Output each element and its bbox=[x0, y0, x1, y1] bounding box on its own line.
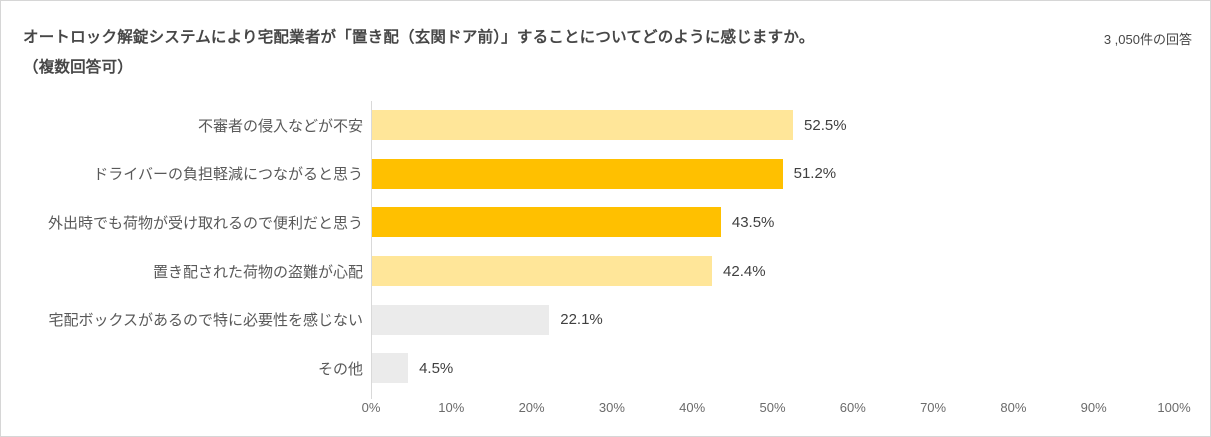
value-label: 52.5% bbox=[804, 116, 847, 134]
bar-track: 22.1% bbox=[371, 295, 1174, 344]
category-label: 宅配ボックスがあるので特に必要性を感じない bbox=[48, 312, 363, 330]
chart-subtitle: （複数回答可） bbox=[23, 59, 133, 76]
x-axis-tick-label: 30% bbox=[598, 399, 625, 415]
bar-row: 外出時でも荷物が受け取れるので便利だと思う 43.5% bbox=[21, 198, 1174, 247]
bar bbox=[372, 256, 713, 287]
value-label: 22.1% bbox=[560, 311, 603, 329]
bar bbox=[372, 158, 783, 189]
bar-row: ドライバーの負担軽減につながると思う 51.2% bbox=[21, 149, 1174, 199]
bar-track: 4.5% bbox=[371, 343, 1174, 393]
chart-header: オートロック解錠システムにより宅配業者が「置き配（玄関ドア前）」することについて… bbox=[23, 23, 1000, 83]
bar-track: 51.2% bbox=[371, 149, 1174, 199]
bar bbox=[372, 207, 721, 238]
x-axis-tick-label: 60% bbox=[839, 399, 866, 415]
x-axis-tick-label: 80% bbox=[1000, 399, 1027, 415]
category-label: ドライバーの負担軽減につながると思う bbox=[93, 166, 363, 184]
x-axis-tick-label: 20% bbox=[518, 399, 545, 415]
x-axis-tick-label: 40% bbox=[679, 399, 706, 415]
bar-track: 52.5% bbox=[371, 101, 1174, 150]
bar bbox=[372, 110, 794, 141]
value-label: 4.5% bbox=[419, 359, 454, 377]
value-label: 42.4% bbox=[723, 262, 766, 280]
response-count: 3 ,050件の回答 bbox=[1103, 32, 1192, 47]
chart-title: オートロック解錠システムにより宅配業者が「置き配（玄関ドア前）」することについて… bbox=[23, 29, 815, 46]
value-label: 43.5% bbox=[731, 213, 775, 231]
bar bbox=[372, 353, 409, 384]
category-label: 置き配された荷物の盗難が心配 bbox=[152, 263, 363, 281]
category-label: 外出時でも荷物が受け取れるので便利だと思う bbox=[47, 214, 363, 232]
x-axis-tick-label: 0% bbox=[361, 399, 381, 415]
bar-row: その他 4.5% bbox=[21, 343, 1174, 393]
bar-track: 43.5% bbox=[371, 198, 1174, 247]
bar-chart-plot: 不審者の侵入などが不安 52.5% ドライバーの負担軽減につながると思う 51.… bbox=[21, 101, 1191, 419]
bar-row: 宅配ボックスがあるので特に必要性を感じない 22.1% bbox=[21, 295, 1174, 344]
x-axis-tick-label: 10% bbox=[438, 399, 465, 415]
x-axis-tick-label: 70% bbox=[920, 399, 947, 415]
bar-rows: 不審者の侵入などが不安 52.5% ドライバーの負担軽減につながると思う 51.… bbox=[21, 101, 1174, 393]
bar-row: 不審者の侵入などが不安 52.5% bbox=[21, 101, 1174, 150]
category-label: 不審者の侵入などが不安 bbox=[197, 117, 363, 135]
bar-track: 42.4% bbox=[371, 246, 1174, 296]
category-label: その他 bbox=[317, 360, 363, 378]
x-axis-zero-tick bbox=[371, 392, 372, 399]
bar bbox=[372, 304, 550, 335]
x-axis-tick-label: 90% bbox=[1080, 399, 1107, 415]
value-label: 51.2% bbox=[793, 165, 837, 183]
x-axis-tick-label: 100% bbox=[1157, 399, 1191, 415]
bar-row: 置き配された荷物の盗難が心配 42.4% bbox=[21, 246, 1174, 296]
x-axis-tick-label: 50% bbox=[759, 399, 786, 415]
x-axis: 0% 10% 20% 30% 40% 50% 60% 70% 80% 90% 100% bbox=[362, 392, 1191, 419]
